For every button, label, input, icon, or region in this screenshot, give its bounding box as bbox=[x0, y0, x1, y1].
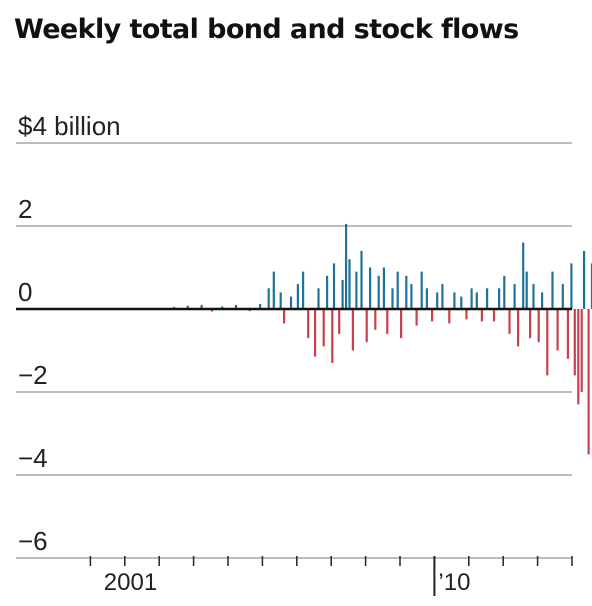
outflow-bar bbox=[573, 309, 576, 376]
inflow-bar bbox=[475, 292, 478, 309]
y-tick-label: 2 bbox=[18, 194, 32, 224]
y-axis-labels: $4 billion 2 0 −2 −4 −6 bbox=[18, 111, 121, 556]
flow-bars bbox=[173, 223, 592, 455]
inflow-bar bbox=[590, 263, 592, 309]
outflow-bar bbox=[351, 309, 354, 351]
y-tick-label: −6 bbox=[18, 526, 48, 556]
x-axis: 2001 ’10 bbox=[89, 556, 573, 596]
inflow-bar bbox=[326, 275, 329, 309]
gridlines bbox=[16, 142, 572, 559]
inflow-bar bbox=[377, 275, 380, 309]
outflow-bar bbox=[492, 309, 496, 322]
inflow-bar bbox=[570, 263, 573, 309]
outflow-bar bbox=[465, 309, 468, 320]
outflow-bar bbox=[529, 309, 532, 339]
y-tick-label: $4 billion bbox=[18, 111, 121, 141]
inflow-bar bbox=[498, 288, 501, 310]
outflow-bar bbox=[365, 309, 368, 343]
inflow-bar bbox=[410, 284, 413, 309]
outflow-bar bbox=[322, 309, 325, 347]
outflow-bar bbox=[431, 309, 434, 322]
outflow-bar bbox=[283, 309, 286, 324]
inflow-bar bbox=[391, 288, 394, 310]
inflow-bar bbox=[522, 242, 525, 309]
outflow-bar bbox=[508, 309, 511, 334]
inflow-bar bbox=[200, 304, 203, 309]
inflow-bar bbox=[420, 271, 423, 309]
outflow-bar bbox=[517, 309, 520, 347]
outflow-bar bbox=[566, 309, 569, 359]
y-tick-label: −4 bbox=[18, 443, 48, 473]
outflow-bar bbox=[580, 309, 583, 392]
inflow-bar bbox=[396, 271, 399, 309]
outflow-bar bbox=[546, 309, 549, 376]
outflow-bar bbox=[556, 309, 559, 351]
outflow-bar bbox=[448, 309, 451, 324]
inflow-bar bbox=[486, 288, 489, 310]
inflow-bar bbox=[541, 292, 544, 309]
inflow-bar bbox=[525, 271, 528, 309]
outflow-bar bbox=[587, 309, 590, 455]
inflow-bar bbox=[355, 271, 358, 309]
inflow-bar bbox=[453, 292, 456, 309]
inflow-bar bbox=[302, 271, 305, 309]
y-tick-label: 0 bbox=[18, 277, 32, 307]
outflow-bar bbox=[314, 309, 317, 357]
inflow-bar bbox=[460, 296, 463, 309]
x-tick-label: ’10 bbox=[438, 569, 470, 596]
outflow-bar bbox=[386, 309, 389, 334]
inflow-bar bbox=[317, 288, 320, 310]
outflow-bar bbox=[307, 309, 310, 339]
inflow-bar bbox=[425, 288, 428, 310]
y-tick-label: −2 bbox=[18, 360, 48, 390]
inflow-bar bbox=[513, 284, 516, 309]
inflow-bar bbox=[382, 267, 385, 309]
inflow-bar bbox=[267, 288, 270, 310]
inflow-bar bbox=[345, 223, 348, 309]
inflow-bar bbox=[583, 250, 586, 309]
chart-title: Weekly total bond and stock flows bbox=[14, 14, 519, 45]
inflow-bar bbox=[441, 284, 444, 309]
inflow-bar bbox=[332, 263, 336, 309]
inflow-bar bbox=[234, 304, 238, 309]
outflow-bar bbox=[480, 309, 483, 322]
outflow-bar bbox=[537, 309, 540, 343]
inflow-bar bbox=[503, 275, 506, 309]
inflow-bar bbox=[436, 292, 439, 309]
inflow-bar bbox=[289, 296, 293, 309]
inflow-bar bbox=[360, 250, 363, 309]
inflow-bar bbox=[272, 271, 275, 309]
inflow-bar bbox=[279, 292, 282, 309]
outflow-bar bbox=[338, 309, 341, 334]
outflow-bar bbox=[415, 309, 418, 326]
inflow-bar bbox=[259, 304, 262, 309]
outflow-bar bbox=[331, 309, 334, 363]
inflow-bar bbox=[470, 288, 473, 310]
inflow-bar bbox=[341, 279, 344, 309]
inflow-bar bbox=[348, 259, 351, 309]
inflow-bar bbox=[405, 275, 408, 309]
outflow-bar bbox=[374, 309, 377, 330]
inflow-bar bbox=[186, 305, 189, 309]
outflow-bar bbox=[577, 309, 580, 405]
inflow-bar bbox=[532, 284, 535, 309]
inflow-bar bbox=[561, 284, 564, 309]
inflow-bar bbox=[296, 284, 299, 309]
inflow-bar bbox=[551, 271, 554, 309]
outflow-bar bbox=[400, 309, 403, 339]
inflow-bar bbox=[369, 267, 372, 309]
x-tick-label: 2001 bbox=[104, 569, 157, 596]
